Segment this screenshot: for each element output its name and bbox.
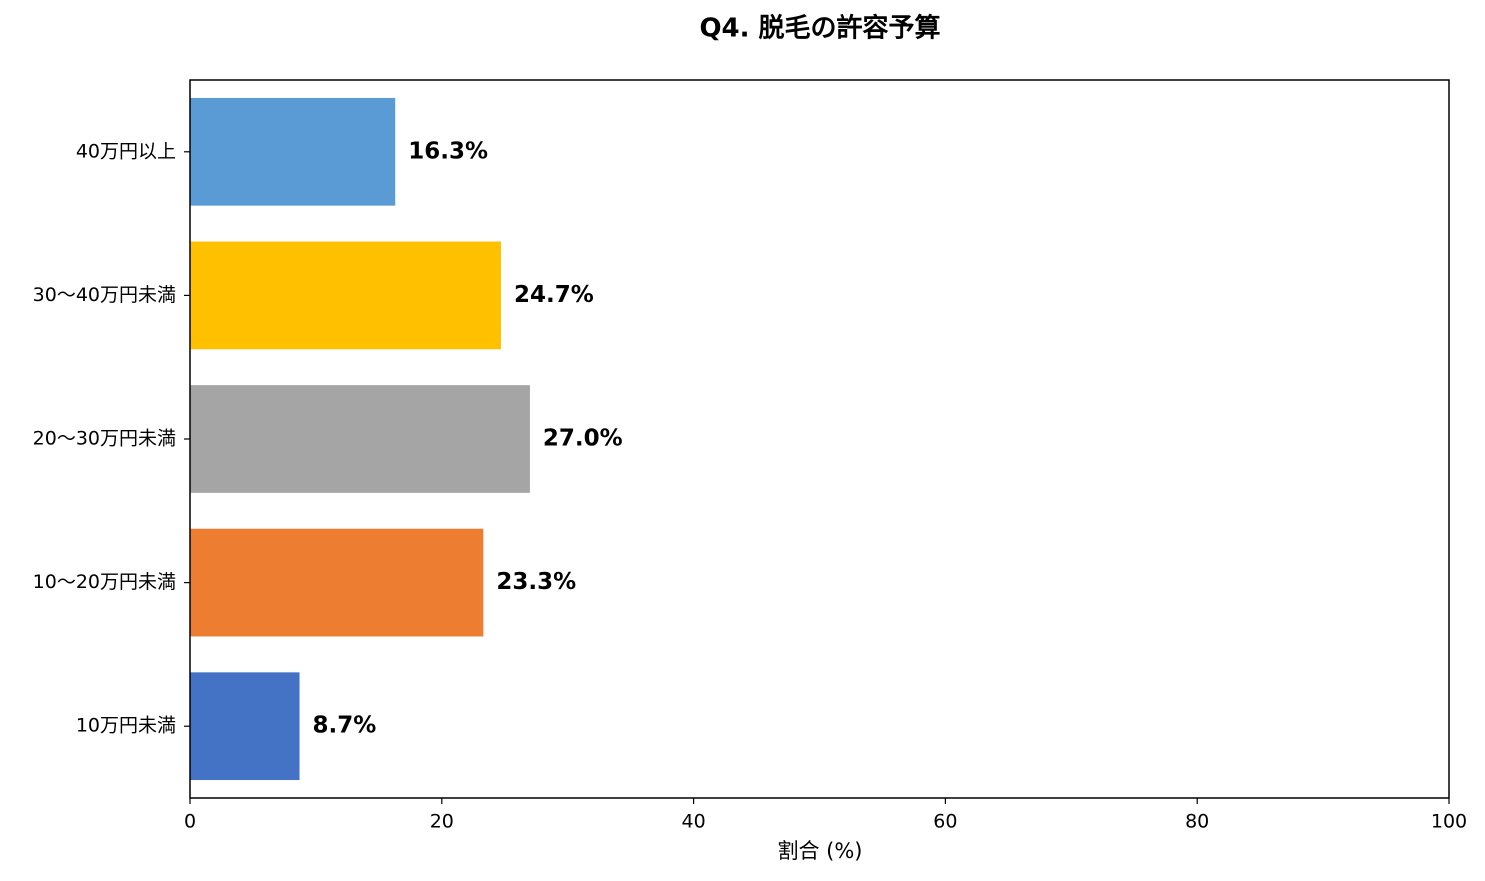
plot-frame xyxy=(189,79,1450,799)
x-tick-label: 100 xyxy=(1431,811,1467,833)
y-tick-label: 10〜20万円未満 xyxy=(33,571,176,593)
x-tick-label: 80 xyxy=(1185,811,1209,833)
value-label: 23.3% xyxy=(496,569,576,595)
chart-title: Q4. 脱毛の許容予算 xyxy=(699,13,940,44)
bar xyxy=(190,528,484,637)
value-label: 16.3% xyxy=(408,138,488,164)
value-label: 24.7% xyxy=(514,282,594,308)
x-tick-label: 60 xyxy=(933,811,957,833)
value-label: 27.0% xyxy=(543,426,623,452)
x-tick-label: 20 xyxy=(430,811,454,833)
bar xyxy=(190,385,530,493)
y-tick-label: 10万円未満 xyxy=(76,715,176,737)
y-tick-label: 30〜40万円未満 xyxy=(33,284,176,306)
x-axis-label: 割合 (%) xyxy=(777,839,862,863)
bar xyxy=(190,97,396,206)
y-tick-label: 20〜30万円未満 xyxy=(33,428,176,450)
bar xyxy=(190,241,501,350)
bar xyxy=(190,672,300,781)
y-tick-label: 40万円以上 xyxy=(76,140,176,162)
x-tick-label: 40 xyxy=(682,811,706,833)
x-tick-label: 0 xyxy=(184,811,196,833)
value-label: 8.7% xyxy=(313,713,377,739)
